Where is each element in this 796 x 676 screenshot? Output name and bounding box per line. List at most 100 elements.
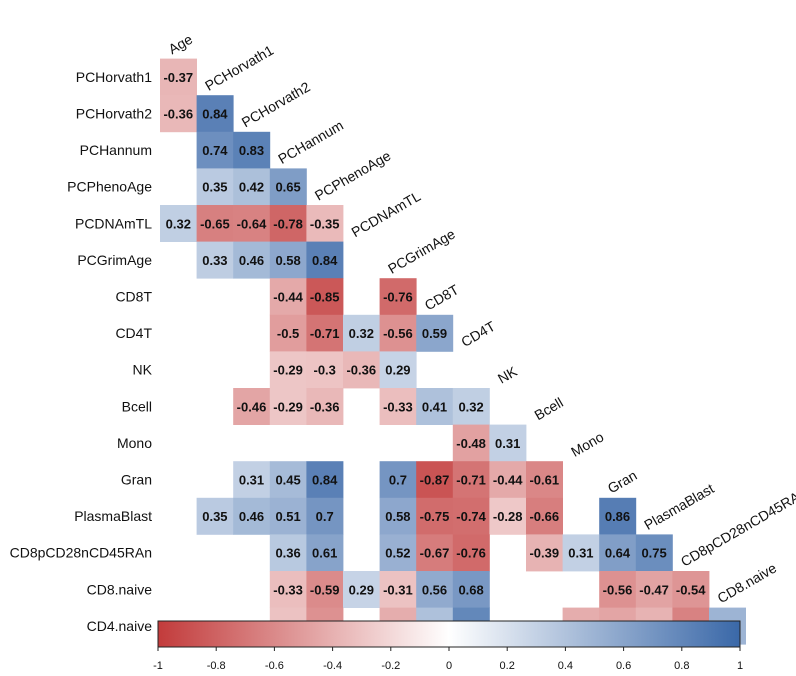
heatmap-cell [306, 461, 344, 499]
cell-value-label: -0.76 [456, 546, 486, 561]
cell-value-label: -0.35 [310, 216, 340, 231]
heatmap-cell [416, 388, 454, 425]
heatmap-cell [489, 497, 527, 535]
cell-value-label: 0.84 [202, 107, 228, 122]
cell-value-label: 0.61 [312, 546, 337, 561]
heatmap-cell [562, 534, 600, 572]
row-label-plasmablast: PlasmaBlast [74, 508, 152, 524]
cell-value-label: -0.71 [310, 326, 340, 341]
heatmap-cell [306, 497, 344, 535]
cell-value-label: 0.29 [349, 582, 374, 597]
heatmap-cell [269, 278, 307, 316]
col-label-cd4t: CD4T [458, 318, 498, 350]
heatmap-cell [306, 278, 344, 316]
col-label-mono: Mono [568, 428, 607, 459]
heatmap-cell [196, 497, 234, 535]
cell-value-label: 0.42 [239, 180, 264, 195]
cell-value-label: 0.31 [495, 436, 520, 451]
row-label-cd4-naive: CD4.naive [87, 618, 153, 634]
heatmap-cell [452, 497, 490, 535]
heatmap-cell [269, 497, 307, 535]
heatmap-cell [306, 241, 344, 279]
heatmap-cell [233, 461, 271, 499]
row-label-gran: Gran [121, 472, 152, 488]
heatmap-cell [599, 571, 637, 608]
heatmap-cell [379, 278, 417, 316]
colorbar-tick-label: -1 [153, 660, 163, 672]
cell-value-label: -0.3 [313, 363, 335, 378]
cell-value-label: 0.32 [458, 399, 483, 414]
cell-value-label: 0.84 [312, 473, 338, 488]
heatmap-cell [269, 168, 307, 206]
cell-value-label: -0.36 [346, 363, 376, 378]
heatmap-cell [452, 461, 490, 499]
cell-value-label: -0.44 [273, 290, 303, 305]
cell-value-label: -0.54 [676, 582, 706, 597]
heatmap-cell [416, 497, 454, 535]
heatmap-cell [452, 388, 490, 425]
cell-value-label: 0.33 [202, 253, 227, 268]
heatmap-cell [196, 168, 234, 206]
colorbar-tick-label: -0.6 [265, 660, 284, 672]
row-label-pcgrimage: PCGrimAge [77, 252, 152, 268]
cell-value-label: -0.28 [493, 509, 523, 524]
cell-value-label: 0.64 [605, 546, 631, 561]
cell-value-label: 0.32 [349, 326, 374, 341]
cell-value-label: -0.75 [420, 509, 450, 524]
cell-value-label: -0.56 [603, 582, 633, 597]
heatmap-cell [269, 461, 307, 499]
col-label-pchannum: PCHannum [275, 117, 346, 167]
colorbar-tick-label: 0.6 [616, 660, 631, 672]
colorbar-tick-label: 0.2 [500, 660, 515, 672]
heatmap-cell [416, 461, 454, 499]
cell-value-label: -0.29 [273, 363, 303, 378]
heatmap-cell [233, 241, 271, 279]
row-label-nk: NK [133, 362, 153, 378]
col-label-cd8-naive: CD8.naive [715, 560, 780, 607]
cell-value-label: 0.84 [312, 253, 338, 268]
cell-value-label: 0.46 [239, 509, 264, 524]
cell-value-label: -0.48 [456, 436, 486, 451]
col-label-plasmablast: PlasmaBlast [641, 480, 716, 533]
heatmap-cell [233, 205, 271, 242]
heatmap-cell [269, 351, 307, 389]
col-label-pchorvath1: PCHorvath1 [202, 42, 276, 94]
heatmap-cell [635, 571, 673, 608]
cell-value-label: -0.36 [163, 107, 193, 122]
cell-value-label: 0.31 [568, 546, 593, 561]
heatmap-cell [269, 241, 307, 279]
heatmap-cell [379, 534, 417, 572]
col-label-pcdnamtl: PCDNAmTL [349, 188, 424, 240]
cell-value-label: 0.51 [275, 509, 300, 524]
colorbar-tick-label: 1 [737, 660, 743, 672]
cell-value-label: 0.83 [239, 143, 264, 158]
row-label-mono: Mono [117, 435, 152, 451]
heatmap-cell [452, 424, 490, 462]
col-label-cd8t: CD8T [422, 281, 462, 313]
heatmap-cell [489, 461, 527, 499]
heatmap-cell [379, 461, 417, 499]
cell-value-label: -0.76 [383, 290, 413, 305]
heatmap-cell [452, 534, 490, 572]
heatmap-cell [416, 571, 454, 608]
cell-value-label: -0.36 [310, 399, 340, 414]
row-label-cd8t: CD8T [115, 289, 152, 305]
col-label-bcell: Bcell [532, 394, 566, 423]
cell-value-label: 0.29 [385, 363, 410, 378]
colorbar-tick-label: 0 [446, 660, 452, 672]
colorbar-tick-label: -0.4 [323, 660, 342, 672]
heatmap-cell [599, 534, 637, 572]
row-label-pchannum: PCHannum [80, 142, 152, 158]
heatmap-cell [672, 571, 710, 608]
heatmap-cell [306, 388, 344, 425]
cell-value-label: 0.68 [458, 582, 483, 597]
row-label-cd4t: CD4T [115, 325, 152, 341]
cell-value-label: -0.5 [277, 326, 299, 341]
cell-value-label: 0.36 [275, 546, 300, 561]
colorbar-tick-label: -0.8 [207, 660, 226, 672]
cell-value-label: 0.52 [385, 546, 410, 561]
heatmap-cell [160, 58, 197, 96]
heatmap-cell [489, 424, 527, 462]
cell-value-label: 0.32 [166, 216, 191, 231]
